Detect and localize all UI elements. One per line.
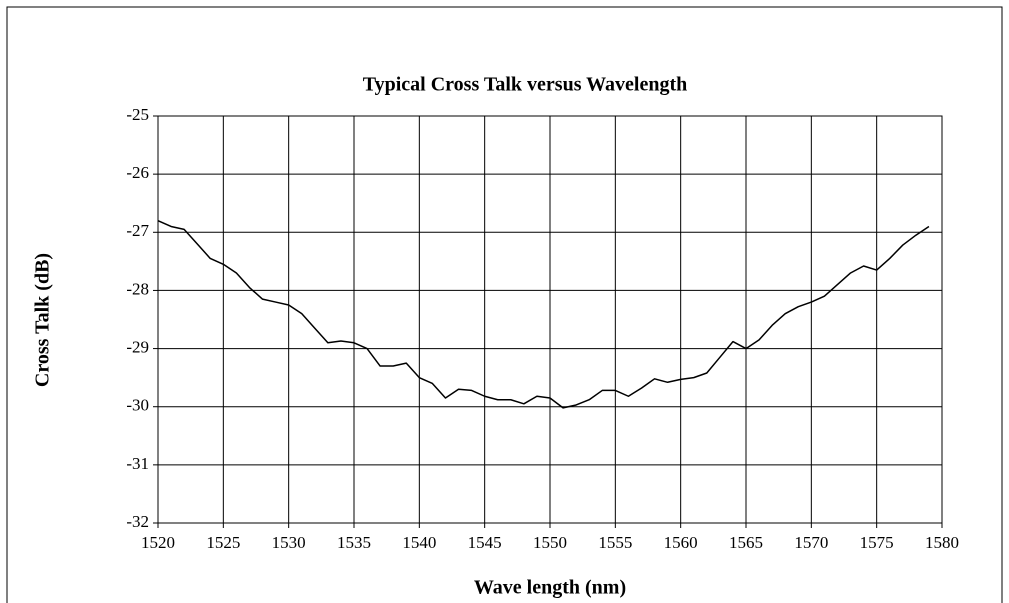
chart-title: Typical Cross Talk versus Wavelength [363, 74, 688, 96]
x-tick-label: 1570 [794, 533, 828, 552]
y-axis-label: Cross Talk (dB) [32, 253, 54, 387]
y-tick-label: -25 [126, 105, 149, 124]
y-tick-label: -27 [126, 221, 149, 240]
y-tick-label: -31 [126, 454, 149, 473]
y-tick-label: -26 [126, 163, 149, 182]
x-tick-label: 1545 [468, 533, 502, 552]
frame [6, 6, 1003, 603]
y-tick-label: -28 [126, 279, 149, 298]
x-tick-label: 1575 [860, 533, 894, 552]
y-tick-label: -30 [126, 396, 149, 415]
x-tick-label: 1560 [664, 533, 698, 552]
x-tick-label: 1565 [729, 533, 763, 552]
x-tick-label: 1525 [206, 533, 240, 552]
y-tick-label: -32 [126, 512, 149, 531]
x-tick-label: 1520 [141, 533, 175, 552]
x-tick-label: 1580 [925, 533, 959, 552]
y-tick-label: -29 [126, 337, 149, 356]
x-tick-label: 1555 [598, 533, 632, 552]
plot-border [157, 115, 943, 524]
x-tick-label: 1550 [533, 533, 567, 552]
data-line [157, 219, 930, 409]
x-tick-label: 1535 [337, 533, 371, 552]
x-axis-label: Wave length (nm) [474, 577, 626, 599]
x-tick-label: 1530 [272, 533, 306, 552]
x-tick-label: 1540 [402, 533, 436, 552]
